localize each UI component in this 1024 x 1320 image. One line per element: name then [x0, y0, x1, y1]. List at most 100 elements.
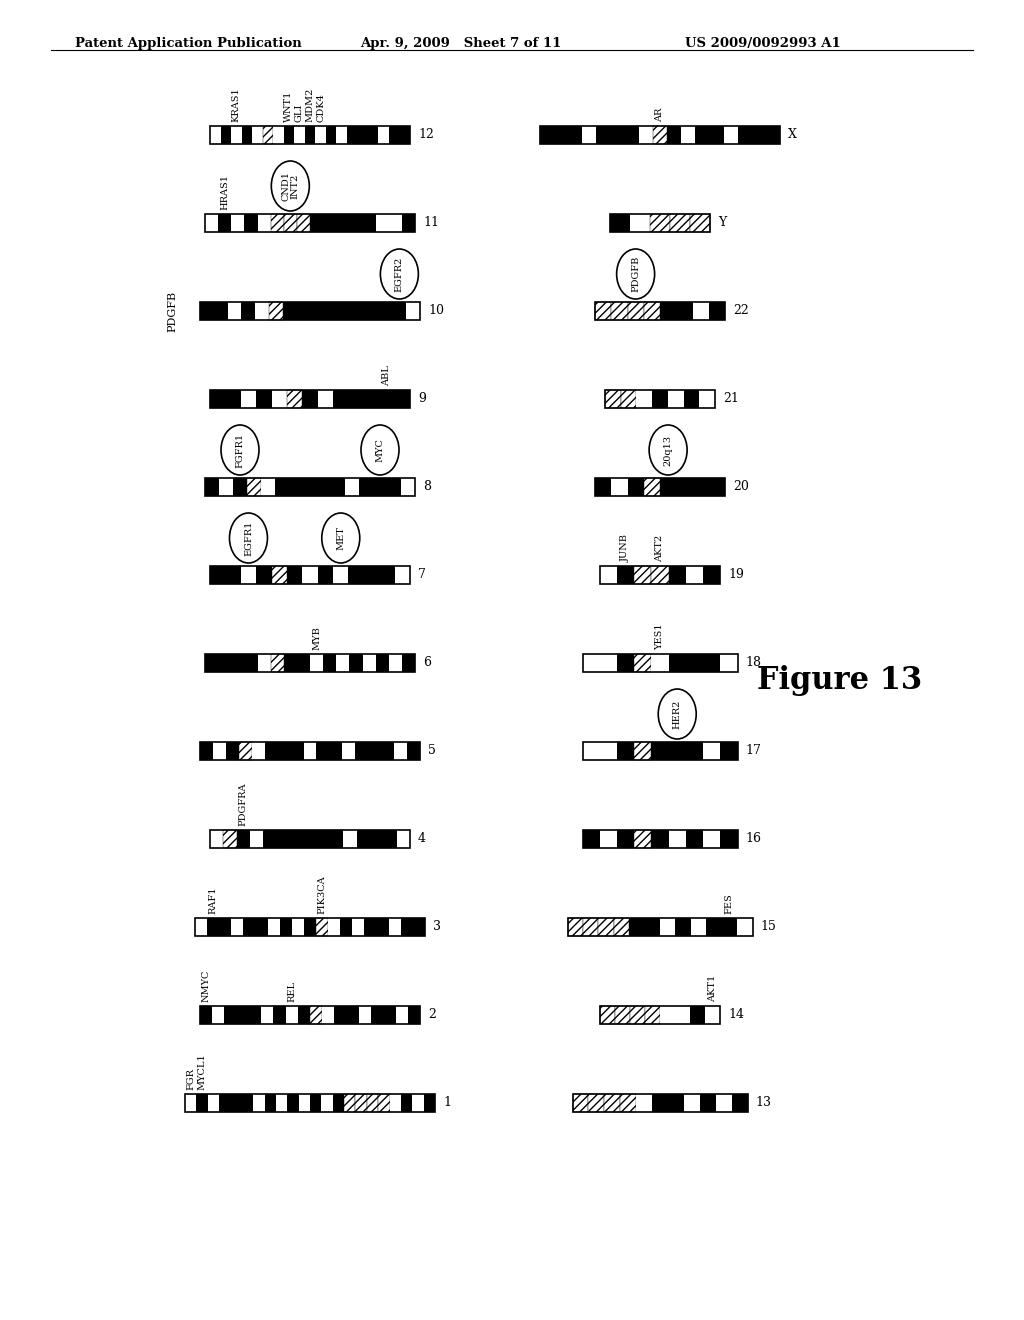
- Bar: [703, 653, 720, 672]
- Bar: [298, 1006, 310, 1024]
- Bar: [340, 917, 352, 936]
- Bar: [336, 214, 349, 232]
- Bar: [227, 302, 242, 319]
- Bar: [317, 566, 333, 583]
- Ellipse shape: [658, 689, 696, 739]
- Bar: [722, 917, 737, 936]
- Text: 11: 11: [423, 216, 439, 230]
- Bar: [200, 1006, 420, 1024]
- Bar: [413, 1094, 424, 1111]
- Text: CND1
INT2: CND1 INT2: [282, 172, 299, 201]
- Bar: [210, 566, 410, 583]
- Bar: [394, 389, 410, 408]
- Bar: [344, 1094, 355, 1111]
- Text: EGFR2: EGFR2: [395, 256, 403, 292]
- Bar: [287, 389, 302, 408]
- Bar: [250, 830, 263, 847]
- Bar: [707, 917, 722, 936]
- Bar: [676, 302, 692, 319]
- Bar: [343, 830, 356, 847]
- Bar: [291, 742, 303, 760]
- Bar: [600, 830, 616, 847]
- Bar: [316, 830, 330, 847]
- Bar: [637, 389, 652, 408]
- Text: HRAS1: HRAS1: [220, 174, 229, 210]
- Bar: [401, 214, 415, 232]
- Text: MYC: MYC: [376, 438, 384, 462]
- Bar: [628, 478, 644, 496]
- Bar: [634, 830, 651, 847]
- Bar: [316, 742, 330, 760]
- Bar: [185, 1094, 197, 1111]
- Text: JUNB: JUNB: [622, 535, 630, 562]
- Bar: [275, 478, 289, 496]
- Bar: [540, 125, 780, 144]
- Bar: [595, 478, 611, 496]
- Bar: [644, 478, 660, 496]
- Bar: [352, 917, 365, 936]
- Bar: [359, 478, 373, 496]
- Bar: [362, 653, 376, 672]
- Bar: [365, 917, 377, 936]
- Bar: [686, 742, 703, 760]
- Bar: [292, 917, 304, 936]
- Bar: [362, 214, 376, 232]
- Bar: [636, 1094, 652, 1111]
- Bar: [245, 653, 257, 672]
- Text: 7: 7: [418, 569, 426, 582]
- Bar: [210, 830, 410, 847]
- Ellipse shape: [271, 161, 309, 211]
- Bar: [200, 302, 420, 319]
- Bar: [336, 125, 347, 144]
- Bar: [389, 653, 401, 672]
- Bar: [660, 917, 676, 936]
- Bar: [263, 830, 276, 847]
- Bar: [401, 478, 415, 496]
- Text: NMYC: NMYC: [202, 970, 211, 1002]
- Bar: [264, 1094, 275, 1111]
- Bar: [271, 566, 287, 583]
- Bar: [595, 302, 725, 319]
- Bar: [378, 1094, 389, 1111]
- Bar: [369, 742, 381, 760]
- Bar: [218, 653, 231, 672]
- Bar: [621, 1094, 636, 1111]
- Bar: [644, 302, 660, 319]
- Bar: [379, 125, 389, 144]
- Bar: [651, 742, 669, 760]
- Bar: [367, 1094, 378, 1111]
- Bar: [207, 917, 219, 936]
- Bar: [210, 389, 410, 408]
- Bar: [205, 478, 219, 496]
- Bar: [690, 1006, 705, 1024]
- Bar: [720, 830, 737, 847]
- Bar: [621, 389, 637, 408]
- Bar: [223, 830, 237, 847]
- Text: PDGFB: PDGFB: [631, 256, 640, 292]
- Text: AKT2: AKT2: [655, 535, 665, 562]
- Bar: [310, 302, 324, 319]
- Bar: [572, 1094, 748, 1111]
- Bar: [315, 125, 326, 144]
- Text: FGFR1: FGFR1: [236, 433, 245, 467]
- Bar: [702, 566, 720, 583]
- Bar: [639, 125, 653, 144]
- Bar: [219, 478, 233, 496]
- Bar: [297, 214, 310, 232]
- Bar: [699, 389, 715, 408]
- Bar: [567, 917, 753, 936]
- Bar: [256, 566, 271, 583]
- Text: 14: 14: [728, 1008, 744, 1022]
- Bar: [364, 566, 379, 583]
- Bar: [208, 1094, 219, 1111]
- Text: MDM2: MDM2: [305, 87, 314, 121]
- Bar: [610, 125, 625, 144]
- Bar: [408, 742, 420, 760]
- Bar: [218, 214, 231, 232]
- Bar: [219, 917, 231, 936]
- Bar: [645, 1006, 660, 1024]
- Bar: [630, 214, 650, 232]
- Bar: [205, 214, 218, 232]
- Bar: [336, 653, 349, 672]
- Bar: [383, 1006, 395, 1024]
